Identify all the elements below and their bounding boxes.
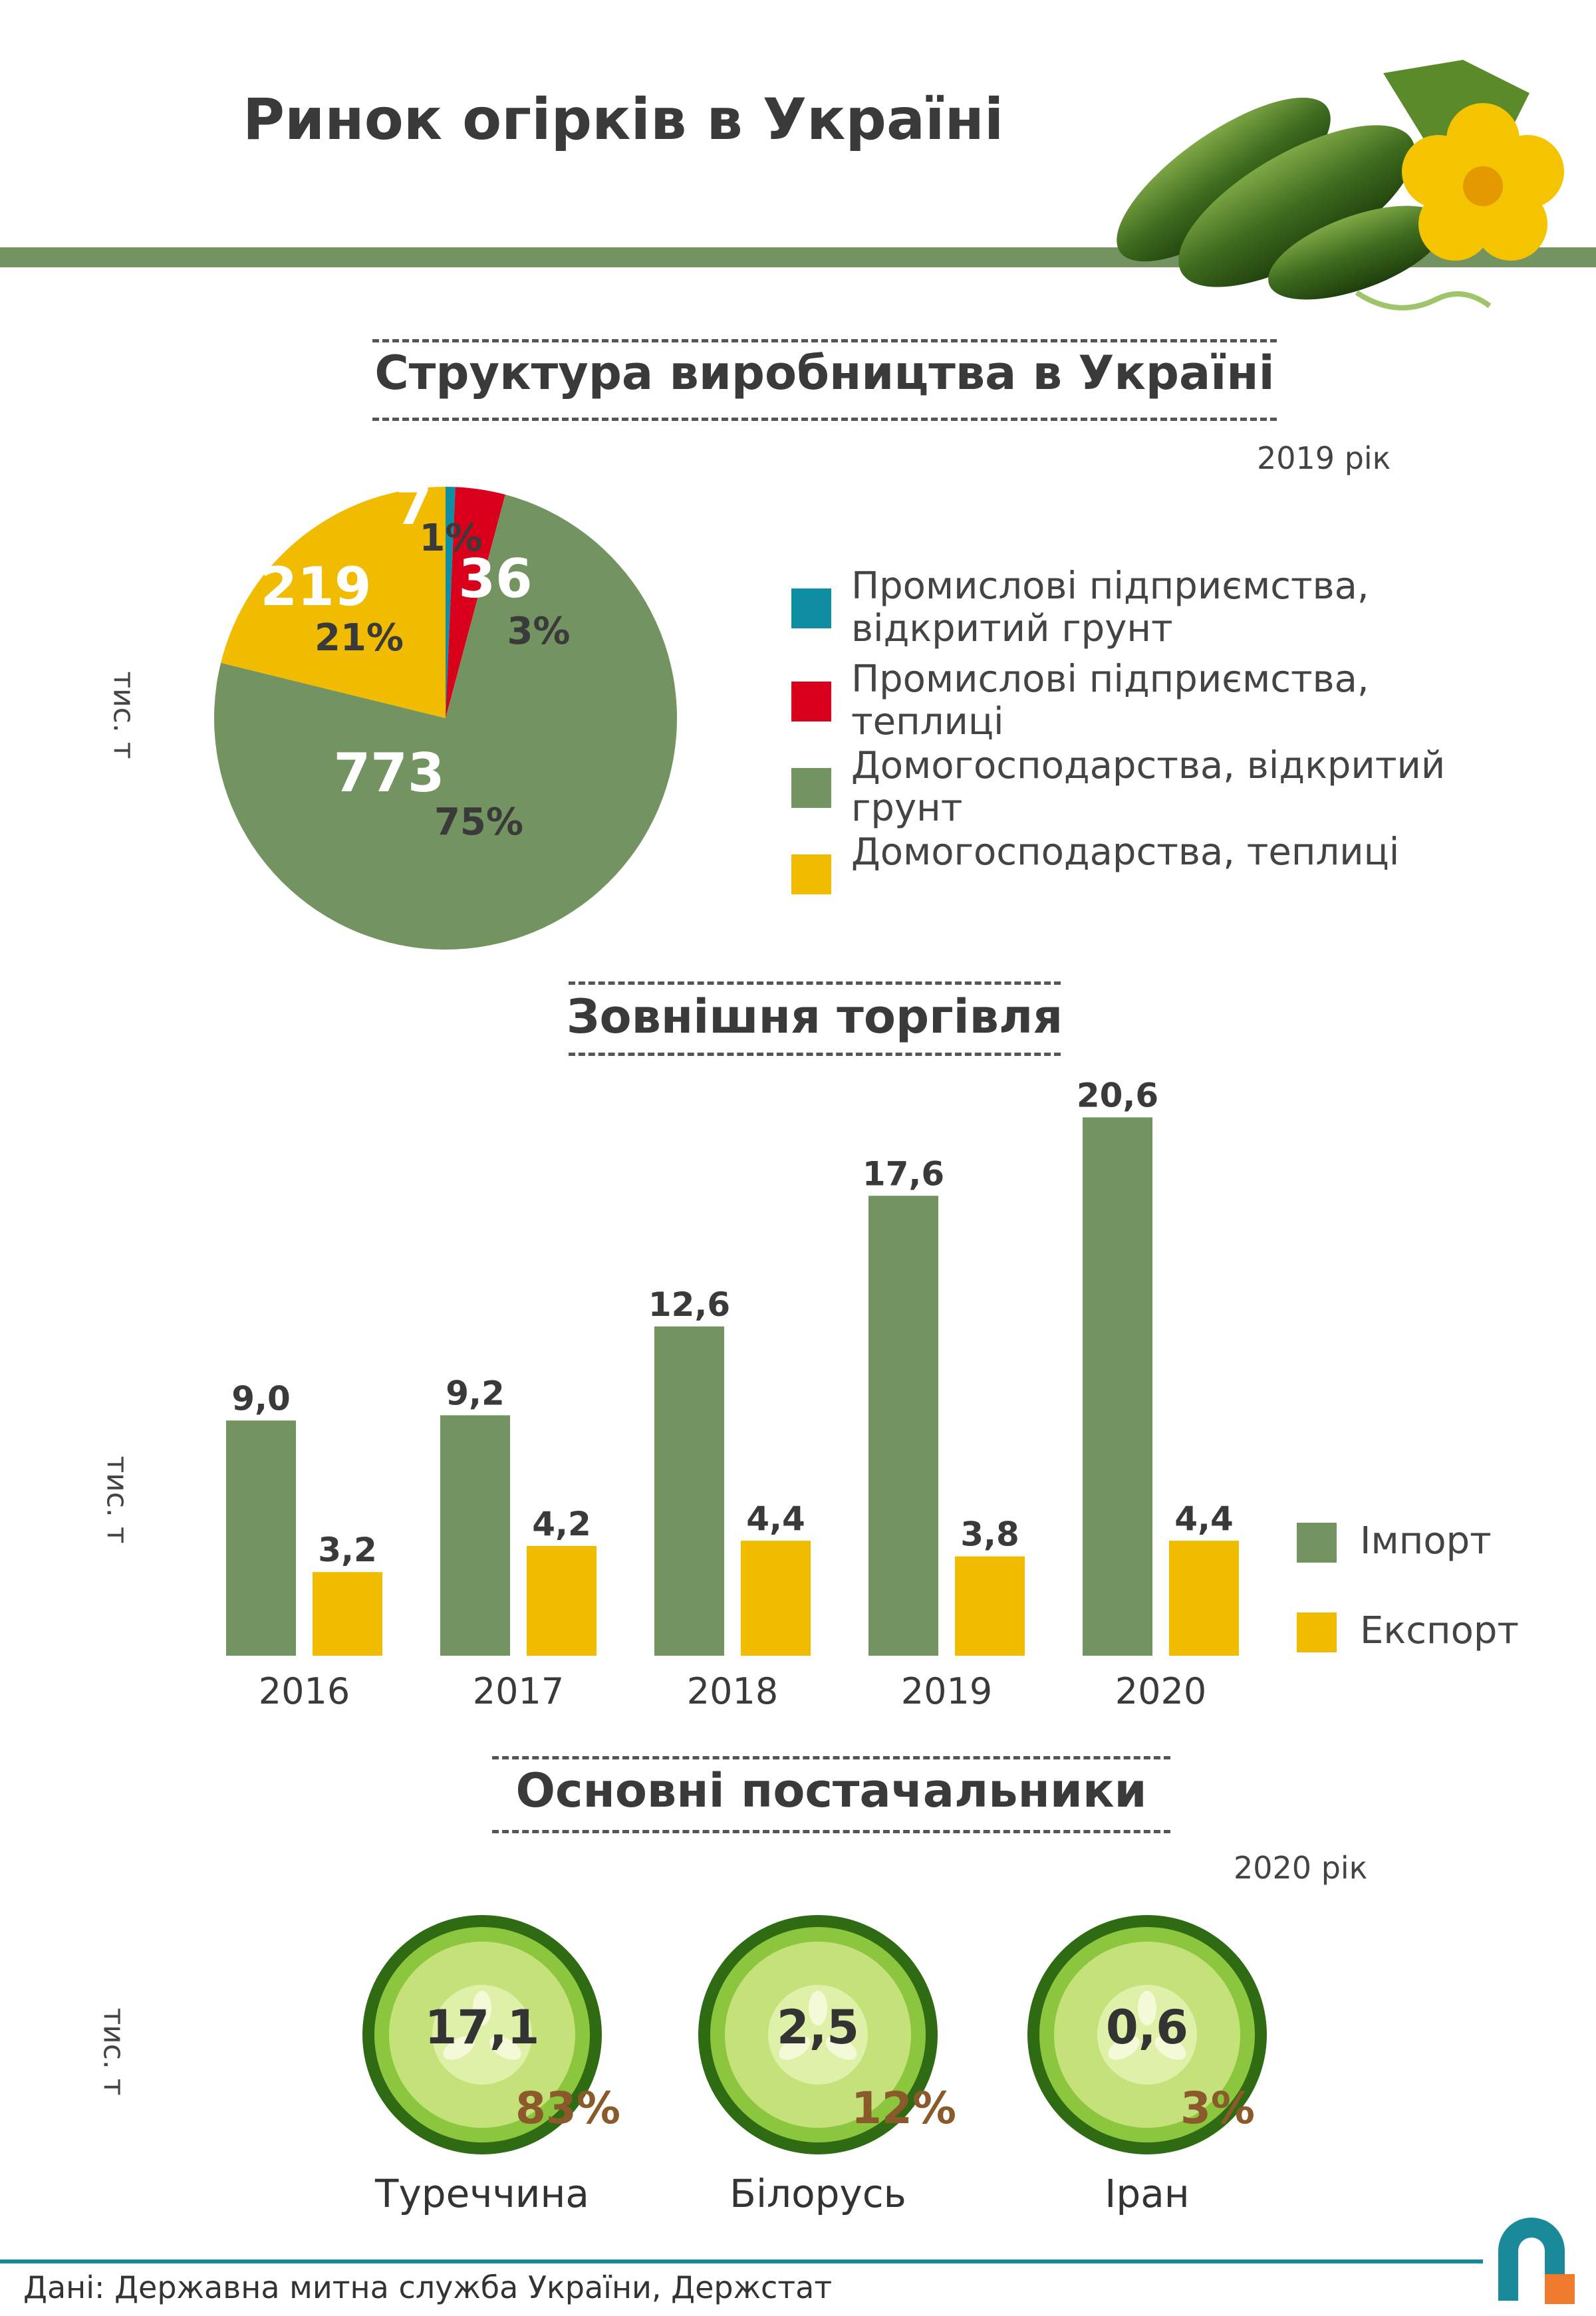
cucumber-icon [1178,125,1415,287]
cucumber-slice-icon [698,1915,938,2154]
title-dash-bottom [372,418,1277,421]
pie-percent-label: 75% [434,801,523,844]
supplier-percent: 3% [1180,2083,1256,2134]
supplier-name: Білорусь [730,2171,906,2216]
import-bar [868,1196,938,1656]
import-bar [654,1326,724,1656]
pie-value-label: 7 [395,479,432,537]
production-unit: тис. т [106,671,141,759]
flower-icon [1402,103,1564,261]
cucumber-icon [1117,97,1331,262]
bar-value-label: 4,2 [532,1505,591,1543]
bar-value-label: 4,4 [746,1499,805,1538]
suppliers-title: Основні постачальники [515,1763,1147,1818]
bar-value-label: 9,2 [446,1374,505,1412]
bar-value-label: 17,6 [863,1154,944,1193]
title-dash-top [492,1756,1170,1759]
trade-unit: тис. т [100,1456,134,1544]
production-title: Структура виробництва в Україні [374,346,1275,400]
x-tick-label: 2019 [901,1670,992,1712]
bar-value-label: 3,2 [318,1531,377,1569]
export-bar [955,1556,1025,1656]
pie-slice [221,487,446,718]
x-tick-label: 2018 [687,1670,778,1712]
pie-percent-label: 3% [507,610,570,653]
pie-percent-label: 21% [315,616,404,660]
legend-swatch [791,588,831,628]
bar-value-label: 20,6 [1077,1076,1158,1114]
cucumber-illustration [1117,60,1564,311]
bar-value-label: 9,0 [231,1379,291,1418]
legend-item: Домогосподарства, відкритий грунт [791,745,1523,838]
legend-label: Промислові підприємства, відкритий грунт [851,565,1369,650]
x-tick-label: 2016 [259,1670,350,1712]
pie-slice [446,487,456,718]
legend-swatch [791,682,831,721]
bar-value-label: 3,8 [960,1515,1019,1554]
supplier-percent: 83% [515,2083,620,2134]
export-bar [527,1545,597,1656]
import-bar [1083,1117,1152,1656]
suppliers-year: 2020 рік [1234,1850,1368,1886]
cucumber-slice-icon [362,1915,602,2154]
supplier-name: Іран [1105,2171,1190,2216]
import-bar [440,1415,510,1656]
supplier-value: 0,6 [1105,2000,1188,2055]
production-year: 2019 рік [1257,440,1391,476]
x-tick-label: 2020 [1115,1670,1206,1712]
export-bar [1169,1541,1239,1656]
cucumber-icon [1268,205,1445,300]
export-bar [313,1572,382,1656]
trade-bar-chart: 9,0 3,2 2016 9,2 4,2 2017 12,6 4,4 2018 17,6 3,8 20… [226,1076,1239,1712]
pie-value-label: 36 [458,548,532,610]
supplier-name: Туреччина [375,2171,589,2216]
legend-item: Промислові підприємства, відкритий грунт [791,565,1523,658]
title-dash-bottom [492,1830,1170,1833]
bar-value-label: 4,4 [1174,1499,1234,1538]
legend-swatch [1297,1612,1337,1652]
legend-item: Експорт [1297,1609,1576,1666]
legend-swatch [791,768,831,808]
pie-value-label: 219 [261,556,372,618]
source-note: Дані: Державна митна служба України, Дер… [23,2269,833,2305]
bar-value-label: 12,6 [648,1285,730,1324]
legend-item: Імпорт [1297,1519,1576,1576]
legend-label: Домогосподарства, теплиці [851,831,1400,874]
legend-label: Промислові підприємства, теплиці [851,658,1369,743]
legend-label: Домогосподарства, відкритий грунт [851,744,1446,830]
pie-slice [214,494,678,950]
export-bar [741,1541,811,1656]
supplier-percent: 12% [851,2083,956,2134]
legend-swatch [791,854,831,894]
title-dash-top [569,981,1061,985]
pie-slice [446,487,505,718]
legend-swatch [1297,1523,1337,1563]
title-dash-top [372,339,1277,342]
tendril-icon [1355,290,1492,311]
trade-title: Зовнішня торгівля [566,989,1063,1044]
pie-value-label: 773 [334,742,445,804]
pie-percent-label: 1% [419,517,482,560]
footer-divider [0,2259,1483,2263]
legend-label: Імпорт [1360,1519,1492,1563]
legend-item: Промислові підприємства, теплиці [791,658,1523,751]
supplier-value: 17,1 [424,2000,540,2055]
legend-label: Експорт [1360,1609,1520,1652]
cucumber-slice-icon [1027,1915,1267,2154]
suppliers-unit: тис. т [96,2007,131,2096]
legend-item: Домогосподарства, теплиці [791,831,1523,924]
x-tick-label: 2017 [473,1670,564,1712]
title-dash-bottom [569,1053,1061,1056]
import-bar [226,1420,296,1656]
supplier-value: 2,5 [776,2000,859,2055]
page-title: Ринок огірків в Україні [243,86,1004,153]
logo-icon [1498,2218,1575,2304]
